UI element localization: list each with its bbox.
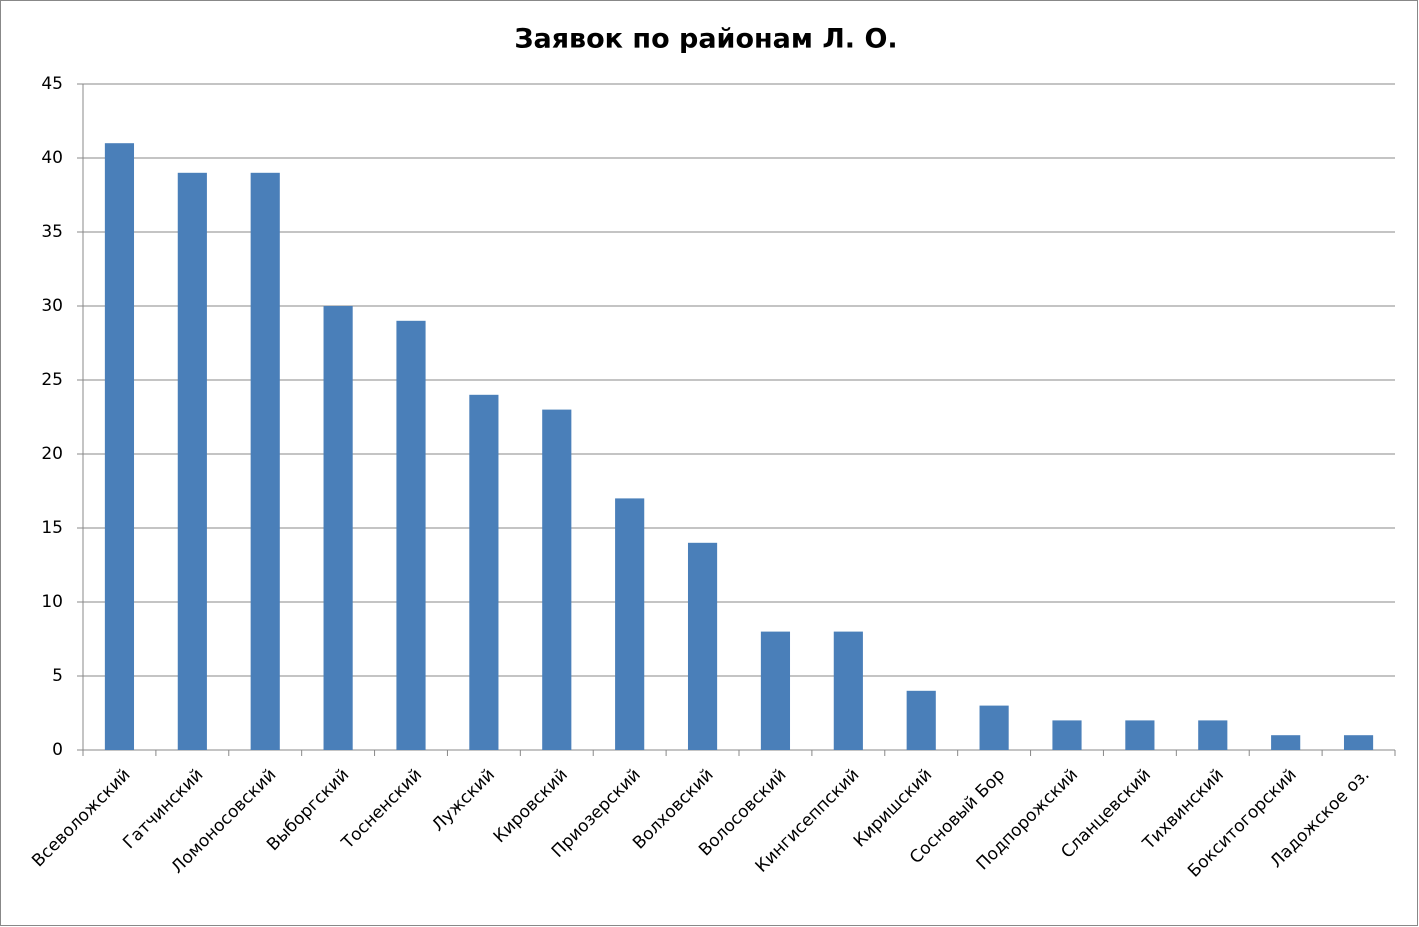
bar (177, 172, 207, 751)
bar (687, 542, 718, 750)
bar (615, 498, 645, 750)
y-tick-label: 20 (41, 444, 63, 464)
bar (396, 320, 426, 750)
bar (906, 690, 936, 750)
bar (1271, 735, 1301, 750)
y-tick-label: 45 (41, 74, 63, 94)
y-tick-label: 5 (52, 666, 63, 686)
y-tick-label: 40 (41, 148, 63, 168)
y-tick-label: 15 (41, 518, 63, 538)
bar (250, 172, 280, 751)
bar (1198, 720, 1228, 750)
y-tick-label: 25 (41, 370, 63, 390)
bar (1125, 720, 1155, 750)
bar (760, 631, 791, 750)
bar (323, 306, 353, 750)
bar (979, 705, 1009, 750)
y-tick-label: 0 (52, 740, 63, 760)
bar (104, 143, 135, 750)
bar (1343, 735, 1374, 750)
bar (469, 394, 499, 750)
y-tick-label: 30 (41, 296, 63, 316)
y-tick-label: 35 (41, 222, 63, 242)
bar (1052, 720, 1082, 750)
bar (833, 631, 863, 750)
chart-title: Заявок по районам Л. О. (514, 24, 897, 55)
y-tick-label: 10 (41, 592, 63, 612)
bar (542, 409, 572, 750)
